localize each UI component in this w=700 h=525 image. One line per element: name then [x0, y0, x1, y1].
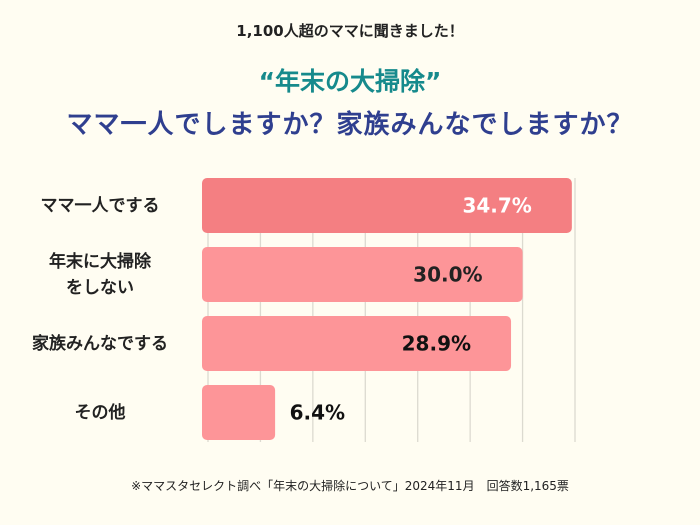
- category-label: その他: [74, 402, 126, 423]
- data-label: 6.4%: [290, 401, 345, 425]
- bar: [202, 178, 572, 233]
- chart-title: “年末の大掃除”: [258, 67, 442, 96]
- category-label: 年末に大掃除 をしない: [49, 251, 151, 298]
- data-label: 28.9%: [402, 332, 471, 356]
- data-label: 34.7%: [462, 194, 531, 218]
- data-label: 30.0%: [413, 263, 482, 287]
- category-label: ママ一人でする: [40, 195, 160, 216]
- chart-question: ママ一人でしますか？家族みんなでしますか？: [66, 110, 634, 140]
- source-note: ※ママスタセレクト調べ「年末の大掃除について」2024年11月 回答数1,165…: [131, 479, 569, 493]
- bar: [202, 385, 276, 440]
- intro-text: 1,100人超のママに聞きました！: [236, 22, 464, 40]
- category-label: 家族みんなでする: [32, 333, 168, 354]
- bar: [202, 247, 523, 302]
- bar: [202, 316, 512, 371]
